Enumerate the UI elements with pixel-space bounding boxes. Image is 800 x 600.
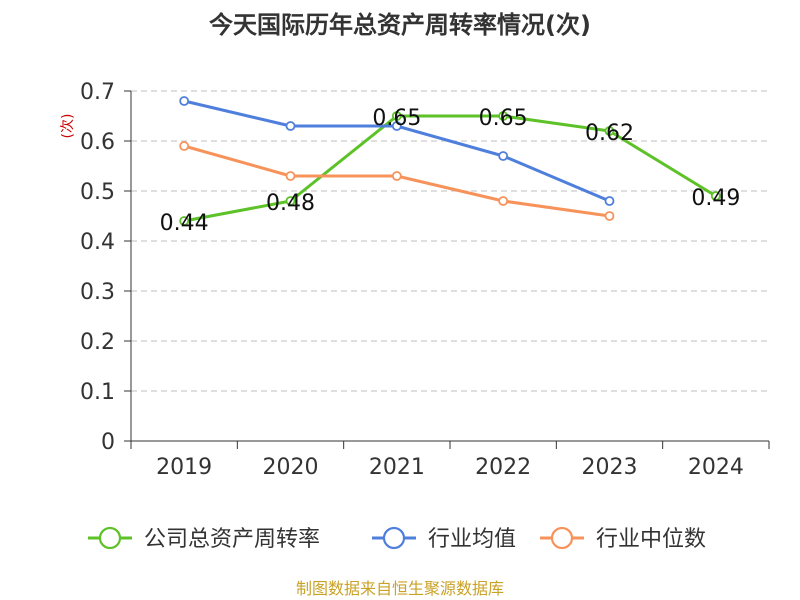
y-tick-label: 0.3 <box>80 280 115 305</box>
y-tick-label: 0.2 <box>80 330 115 355</box>
data-label: 0.49 <box>691 186 740 211</box>
legend-label: 行业均值 <box>428 527 516 552</box>
legend-marker <box>550 526 574 550</box>
grid-lines <box>131 90 769 392</box>
series-line <box>183 144 610 218</box>
data-labels: 0.44 0.48 0.65 0.65 0.62 0.49 <box>160 106 741 236</box>
data-point <box>498 111 509 121</box>
x-tick-label: 2019 <box>156 455 212 480</box>
data-point <box>498 196 509 206</box>
y-tick-label: 0.4 <box>80 230 115 255</box>
y-tick-label: 0 <box>101 430 115 455</box>
series-group <box>179 96 721 226</box>
data-label: 0.44 <box>160 211 209 236</box>
source-note: 制图数据来自恒生聚源数据库 <box>296 579 504 598</box>
data-label: 0.65 <box>479 106 528 131</box>
x-tick-label: 2021 <box>369 455 425 480</box>
legend-marker <box>98 526 122 550</box>
data-point <box>604 126 615 136</box>
data-point <box>604 211 615 221</box>
y-tick-label: 0.5 <box>80 180 115 205</box>
data-point <box>285 171 296 181</box>
data-label: 0.48 <box>266 191 315 216</box>
data-label: 0.62 <box>585 121 634 146</box>
data-point <box>179 141 190 151</box>
legend: 公司总资产周转率 行业均值 行业中位数 <box>88 526 706 552</box>
legend-label: 公司总资产周转率 <box>144 527 320 552</box>
data-point <box>179 96 190 106</box>
axes <box>124 90 770 449</box>
x-tick-labels: 2019 2020 2021 2022 2023 2024 <box>156 455 744 480</box>
chart-title: 今天国际历年总资产周转率情况(次) <box>209 11 591 39</box>
legend-label: 行业中位数 <box>596 527 706 552</box>
y-tick-labels: 0 0.1 0.2 0.3 0.4 0.5 0.6 0.7 <box>80 80 115 455</box>
y-axis-label: (次) <box>60 114 76 139</box>
data-point <box>391 121 402 131</box>
x-tick-label: 2020 <box>263 455 319 480</box>
y-tick-label: 0.7 <box>80 80 115 105</box>
legend-marker <box>382 526 406 550</box>
data-point <box>391 111 402 121</box>
series-line <box>183 114 717 223</box>
data-point <box>710 191 721 201</box>
x-tick-label: 2022 <box>475 455 531 480</box>
data-point <box>498 151 509 161</box>
data-label: 0.65 <box>372 106 421 131</box>
data-point <box>285 196 296 206</box>
data-point <box>391 171 402 181</box>
data-point <box>179 216 190 226</box>
y-tick-label: 0.1 <box>80 380 115 405</box>
data-point <box>285 121 296 131</box>
data-point <box>604 196 615 206</box>
y-tick-label: 0.6 <box>80 130 115 155</box>
x-tick-label: 2024 <box>688 455 744 480</box>
x-tick-label: 2023 <box>582 455 638 480</box>
